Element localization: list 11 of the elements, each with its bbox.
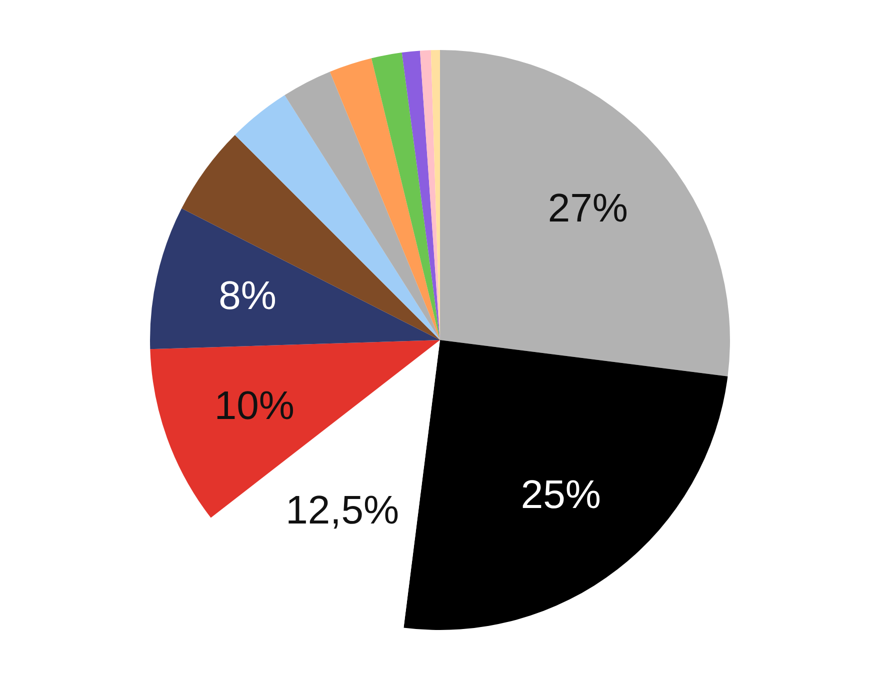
pie-slice: [371, 52, 440, 340]
pie-slice: [402, 50, 440, 340]
data-label: 25%: [520, 472, 601, 517]
data-label: 8%: [218, 274, 276, 318]
pie-slice: [182, 134, 440, 340]
data-label: 10%: [214, 384, 294, 428]
pie-slice: [150, 208, 440, 350]
pie-slice: [330, 58, 440, 340]
data-label: 12,5%: [286, 488, 400, 532]
pie-slice: [404, 340, 728, 630]
data-label: 27%: [548, 186, 628, 231]
